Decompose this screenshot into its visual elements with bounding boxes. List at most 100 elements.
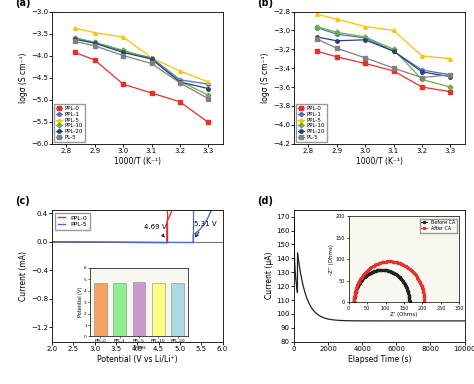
PL-5 xyxy=(314,36,319,41)
PL-5 xyxy=(92,43,98,48)
PPL-10 xyxy=(206,93,211,98)
PPL-5 xyxy=(362,24,368,29)
PPL-1 xyxy=(419,68,425,72)
PPL-1 xyxy=(391,49,396,53)
PPL-5 xyxy=(72,26,78,31)
PPL-5 xyxy=(149,55,155,60)
Y-axis label: logσ (S cm⁻¹): logσ (S cm⁻¹) xyxy=(261,52,270,103)
PPL-0 xyxy=(334,55,339,59)
PPL-20 xyxy=(206,86,211,91)
PPL-0 xyxy=(206,120,211,125)
PPL-20 xyxy=(149,57,155,61)
X-axis label: Potential (V vs Li/Li⁺): Potential (V vs Li/Li⁺) xyxy=(97,355,178,364)
PPL-20 xyxy=(391,49,396,53)
Text: 5.31 V: 5.31 V xyxy=(194,221,217,237)
PPL-1 xyxy=(120,49,126,53)
Y-axis label: Current (mA): Current (mA) xyxy=(19,251,28,301)
Legend: PPL-0, PPL-1, PPL-5, PPL-10, PPL-20, PL-5: PPL-0, PPL-1, PPL-5, PPL-10, PPL-20, PL-… xyxy=(54,104,85,142)
PPL-5 xyxy=(92,30,98,35)
PPL-1 xyxy=(334,32,339,36)
PPL-20 xyxy=(72,37,78,41)
Legend: PPL-0, PPL-5: PPL-0, PPL-5 xyxy=(55,213,90,230)
Line: PPL-5: PPL-5 xyxy=(73,26,210,84)
PPL-5 xyxy=(120,35,126,40)
PPL-0 xyxy=(447,89,453,94)
PPL-5 xyxy=(419,53,425,58)
Text: (d): (d) xyxy=(256,196,273,206)
PPL-1 xyxy=(362,36,368,40)
Legend: PPL-0, PPL-1, PPL-5, PPL-10, PPL-20, PL-5: PPL-0, PPL-1, PPL-5, PPL-10, PPL-20, PL-… xyxy=(296,104,327,142)
PPL-5 xyxy=(314,12,319,17)
Text: 4.69 V: 4.69 V xyxy=(144,224,166,237)
PPL-10 xyxy=(391,47,396,51)
PPL-0 xyxy=(177,99,183,104)
PPL-0 xyxy=(149,91,155,95)
PPL-0 xyxy=(314,49,319,53)
PPL-0 xyxy=(419,85,425,89)
PPL-1 xyxy=(72,36,78,40)
PPL-5 xyxy=(334,17,339,22)
PPL-20 xyxy=(362,38,368,42)
PPL-0 xyxy=(120,82,126,86)
Line: PPL-0: PPL-0 xyxy=(315,50,452,93)
PL-5 xyxy=(334,46,339,51)
Text: (a): (a) xyxy=(15,0,30,8)
PL-5 xyxy=(447,73,453,77)
PPL-1 xyxy=(149,55,155,60)
PPL-10 xyxy=(362,35,368,39)
Line: PPL-5: PPL-5 xyxy=(315,13,452,60)
PPL-20 xyxy=(120,50,126,55)
PL-5 xyxy=(177,81,183,85)
Line: PPL-1: PPL-1 xyxy=(73,36,210,86)
PPL-20 xyxy=(419,70,425,74)
PPL-20 xyxy=(177,79,183,84)
Line: PPL-1: PPL-1 xyxy=(315,26,452,76)
PPL-10 xyxy=(149,57,155,61)
PPL-5 xyxy=(177,69,183,73)
Line: PL-5: PL-5 xyxy=(315,37,452,79)
X-axis label: 1000/T (K⁻¹): 1000/T (K⁻¹) xyxy=(356,157,403,166)
PPL-1 xyxy=(447,73,453,77)
Line: PL-5: PL-5 xyxy=(73,40,210,101)
PPL-0 xyxy=(391,69,396,73)
Y-axis label: logσ (S cm⁻¹): logσ (S cm⁻¹) xyxy=(19,52,28,103)
PPL-20 xyxy=(447,74,453,79)
Text: (b): (b) xyxy=(256,0,273,8)
PPL-10 xyxy=(334,30,339,35)
PPL-20 xyxy=(92,41,98,46)
PL-5 xyxy=(362,55,368,60)
Line: PPL-10: PPL-10 xyxy=(73,36,210,97)
PL-5 xyxy=(206,96,211,101)
Line: PPL-10: PPL-10 xyxy=(315,25,452,89)
PL-5 xyxy=(120,53,126,58)
PPL-0 xyxy=(362,61,368,66)
PPL-10 xyxy=(120,48,126,53)
PPL-10 xyxy=(72,36,78,40)
PPL-10 xyxy=(447,85,453,89)
PPL-1 xyxy=(177,78,183,82)
PPL-5 xyxy=(447,56,453,61)
PL-5 xyxy=(391,66,396,70)
PL-5 xyxy=(419,75,425,80)
PPL-0 xyxy=(72,50,78,55)
Y-axis label: Current (μA): Current (μA) xyxy=(264,252,273,300)
PPL-1 xyxy=(314,25,319,30)
PPL-10 xyxy=(314,24,319,29)
X-axis label: Elapsed Time (s): Elapsed Time (s) xyxy=(347,355,411,364)
PPL-1 xyxy=(92,40,98,45)
PPL-10 xyxy=(92,40,98,45)
Text: (c): (c) xyxy=(15,196,29,206)
PPL-10 xyxy=(177,79,183,83)
Line: PPL-0: PPL-0 xyxy=(73,51,210,124)
PPL-20 xyxy=(314,35,319,39)
PPL-5 xyxy=(391,28,396,33)
PPL-0 xyxy=(92,58,98,62)
PL-5 xyxy=(72,39,78,44)
PL-5 xyxy=(149,61,155,66)
Line: PPL-20: PPL-20 xyxy=(73,38,210,90)
Line: PPL-20: PPL-20 xyxy=(315,35,452,78)
PPL-1 xyxy=(206,82,211,86)
PPL-10 xyxy=(419,77,425,82)
PPL-20 xyxy=(334,38,339,43)
X-axis label: 1000/T (K⁻¹): 1000/T (K⁻¹) xyxy=(114,157,161,166)
